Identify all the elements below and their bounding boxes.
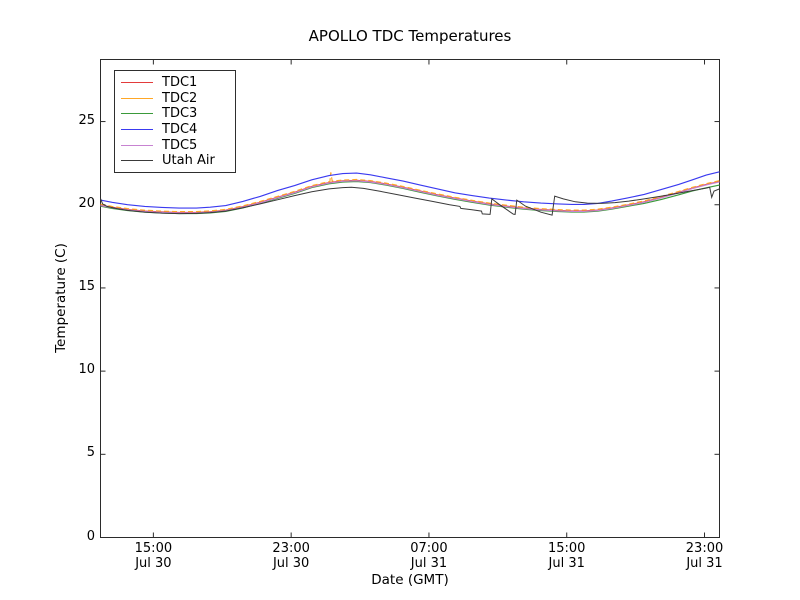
legend-item-tdc2: TDC2 [121, 91, 229, 107]
series-line-utah-air [100, 186, 720, 216]
legend-item-tdc1: TDC1 [121, 75, 229, 91]
legend-line-swatch [121, 82, 153, 84]
legend-line-swatch [121, 144, 153, 146]
legend-line-swatch [121, 113, 153, 115]
legend-item-label: TDC3 [162, 106, 198, 122]
series-line-tdc2 [100, 172, 720, 213]
legend-item-label: TDC2 [162, 90, 198, 106]
legend-item-label: TDC4 [162, 122, 198, 138]
legend-item-tdc5: TDC5 [121, 137, 229, 153]
legend-item-tdc3: TDC3 [121, 106, 229, 122]
legend-line-swatch [121, 129, 153, 131]
legend-box: TDC1 TDC2 TDC3 TDC4 TDC5 Utah Air [114, 70, 236, 173]
legend-item-label: Utah Air [162, 153, 215, 169]
legend-item-label: TDC5 [162, 137, 198, 153]
chart-title: APOLLO TDC Temperatures [308, 27, 512, 45]
legend-line-swatch [121, 97, 153, 99]
series-line-tdc4 [100, 171, 720, 209]
legend-item-tdc4: TDC4 [121, 122, 229, 138]
x-axis-label: Date (GMT) [371, 572, 449, 588]
plot-frame [100, 59, 720, 538]
legend-item-label: TDC1 [162, 75, 198, 91]
legend-line-swatch [121, 160, 153, 162]
legend-item-utah-air: Utah Air [121, 153, 229, 169]
